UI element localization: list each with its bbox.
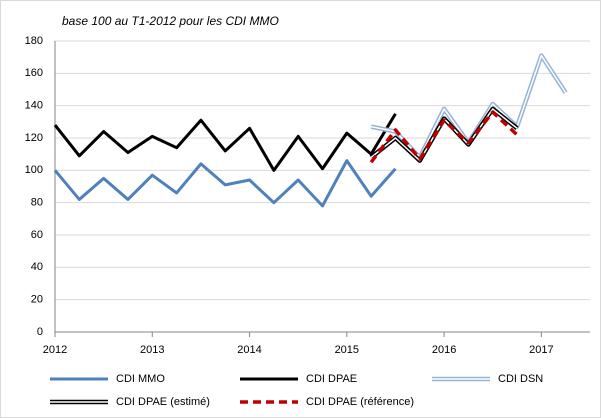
legend-label: CDI DPAE [306, 373, 357, 385]
chart-title: base 100 au T1-2012 pour les CDI MMO [62, 14, 279, 28]
series-line [53, 112, 397, 172]
legend-label: CDI DSN [498, 373, 543, 385]
y-tick-label: 160 [25, 67, 43, 79]
legend-label: CDI DPAE (estimé) [116, 396, 210, 408]
y-tick-label: 40 [31, 261, 43, 273]
y-tick-label: 180 [25, 35, 43, 47]
x-tick-label: 2013 [140, 344, 164, 356]
y-tick-label: 60 [31, 229, 43, 241]
y-tick-label: 140 [25, 100, 43, 112]
x-tick-label: 2012 [43, 344, 67, 356]
y-tick-label: 0 [37, 326, 43, 338]
y-tick-label: 80 [31, 197, 43, 209]
x-tick-label: 2017 [529, 344, 553, 356]
series-line [53, 159, 397, 208]
y-tick-label: 120 [25, 132, 43, 144]
legend-label: CDI MMO [116, 373, 165, 385]
x-tick-label: 2014 [237, 344, 261, 356]
x-tick-label: 2016 [432, 344, 456, 356]
y-tick-label: 100 [25, 164, 43, 176]
series-line [369, 110, 519, 164]
x-tick-label: 2015 [335, 344, 359, 356]
y-tick-label: 20 [31, 294, 43, 306]
legend-label: CDI DPAE (référence) [306, 396, 414, 408]
